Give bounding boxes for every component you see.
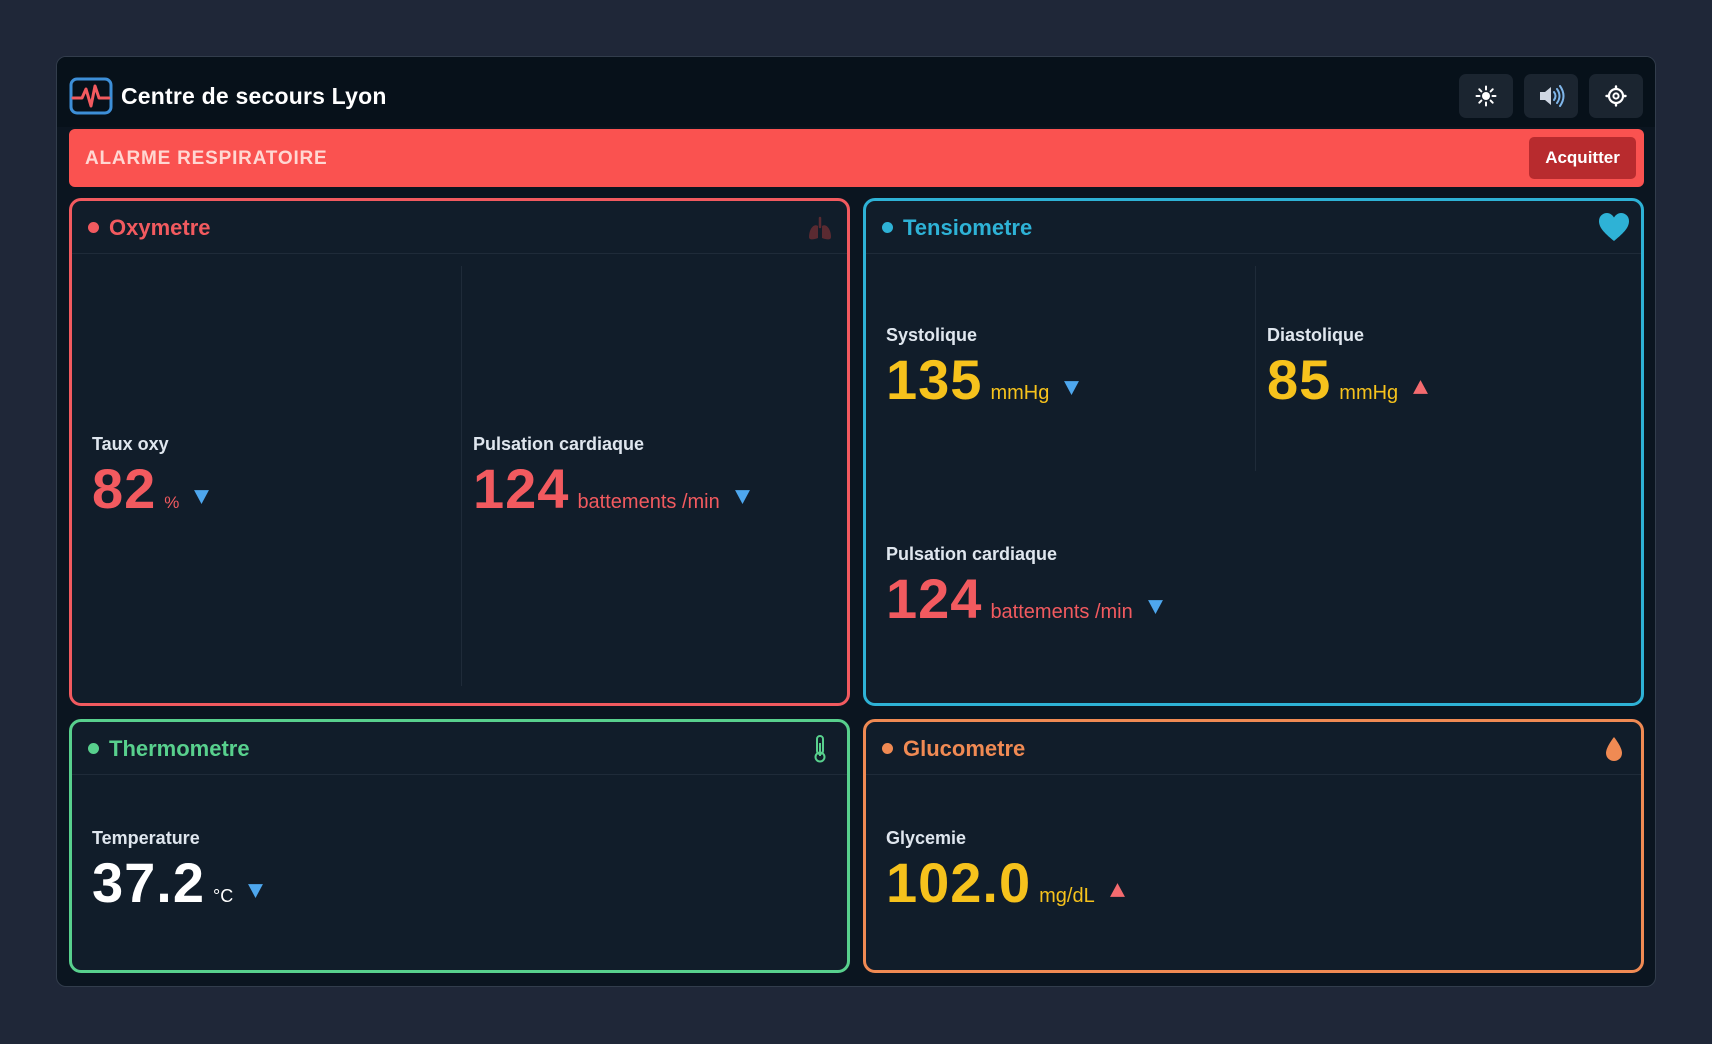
metric-value: 124 [886, 567, 983, 630]
alarm-banner: ALARME RESPIRATOIRE Acquitter [69, 129, 1644, 187]
panel-title: Oxymetre [109, 215, 211, 240]
speaker-icon [1540, 85, 1565, 107]
panel-title: Thermometre [109, 736, 250, 761]
metric-glycemie: Glycemie 102.0 mg/dL [886, 828, 1126, 911]
metric-label: Taux oxy [92, 434, 169, 454]
metric-value: 37.2 [92, 851, 205, 914]
metric-value: 82 [92, 457, 157, 520]
metric-temperature: Temperature 37.2 °C [92, 828, 264, 911]
acknowledge-button[interactable]: Acquitter [1529, 137, 1636, 179]
settings-button[interactable] [1589, 74, 1643, 118]
alarm-text: ALARME RESPIRATOIRE [85, 148, 328, 169]
brightness-icon [1475, 85, 1497, 107]
trend-down-icon [1064, 380, 1080, 395]
metric-value: 102.0 [886, 851, 1032, 914]
trend-up-icon [1413, 379, 1429, 394]
metric-systolique: Systolique 135 mmHg [886, 325, 1080, 408]
metric-label: Systolique [886, 325, 978, 345]
trend-down-icon [194, 489, 210, 504]
metric-pulsation: Pulsation cardiaque 124 battements /min [473, 434, 751, 517]
app-title: Centre de secours Lyon [121, 83, 387, 109]
metric-value: 124 [473, 457, 570, 520]
panel-header: Glucometre [866, 722, 1641, 775]
settings-icon [1605, 85, 1627, 107]
panel-glucometre: Glucometre Glycemie 102.0 mg/dL [863, 719, 1644, 973]
heart-icon [1599, 213, 1629, 241]
metric-unit: mmHg [1339, 382, 1399, 404]
metric-label: Glycemie [886, 828, 967, 848]
panel-header: Thermometre [72, 722, 847, 775]
panel-header: Tensiometre [866, 201, 1641, 254]
metric-label: Temperature [92, 828, 200, 848]
metric-unit: battements /min [577, 491, 720, 513]
monitor-window: Centre de secours Lyon [56, 56, 1656, 987]
brightness-button[interactable] [1459, 74, 1513, 118]
metric-label: Diastolique [1267, 325, 1365, 345]
metric-diastolique: Diastolique 85 mmHg [1267, 325, 1429, 408]
panel-title: Glucometre [903, 736, 1026, 761]
metric-value: 135 [886, 348, 983, 411]
panel-oxymetre: Oxymetre Taux oxy 82 % Pulsation cardiaq… [69, 198, 850, 706]
status-dot [88, 743, 99, 754]
metric-unit: mmHg [990, 382, 1050, 404]
metric-unit: °C [213, 886, 234, 906]
status-dot [882, 743, 893, 754]
title-bar: Centre de secours Lyon [57, 57, 1655, 127]
metric-unit: battements /min [990, 601, 1133, 623]
metric-taux-oxy: Taux oxy 82 % [92, 434, 210, 517]
metric-label: Pulsation cardiaque [886, 544, 1058, 564]
drop-icon [1606, 737, 1622, 761]
thermometer-icon [814, 735, 826, 763]
metric-divider [1255, 266, 1256, 471]
metric-unit: % [164, 493, 180, 512]
heartbeat-logo-icon [69, 77, 113, 115]
metric-unit: mg/dL [1039, 885, 1095, 907]
metric-divider [461, 266, 462, 686]
trend-up-icon [1109, 882, 1125, 897]
metric-value: 85 [1267, 348, 1332, 411]
trend-down-icon [1147, 599, 1163, 614]
panel-tensiometre: Tensiometre Systolique 135 mmHg Diastoli… [863, 198, 1644, 706]
status-dot [88, 222, 99, 233]
trend-down-icon [734, 489, 750, 504]
trend-down-icon [248, 883, 264, 898]
panel-header: Oxymetre [72, 201, 847, 254]
panel-title: Tensiometre [903, 215, 1033, 240]
lungs-icon [809, 216, 831, 240]
metric-pulsation: Pulsation cardiaque 124 battements /min [886, 544, 1164, 627]
sound-button[interactable] [1524, 74, 1578, 118]
panel-thermometre: Thermometre Temperature 37.2 °C [69, 719, 850, 973]
metric-label: Pulsation cardiaque [473, 434, 645, 454]
status-dot [882, 222, 893, 233]
